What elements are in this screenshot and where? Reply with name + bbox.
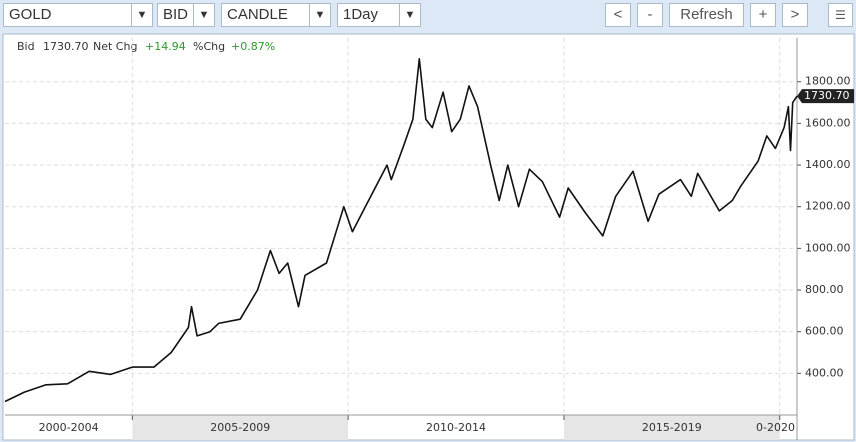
style-select[interactable]: CANDLE ▼ [221,3,331,27]
last-price-label: 1730.70 [804,89,850,102]
y-tick-label: 1600.00 [805,116,851,129]
pct-label: %Chg [193,40,225,53]
y-tick-label: 800.00 [805,283,844,296]
button[interactable]: + [750,3,776,27]
dropdown-arrow: ▼ [309,4,330,26]
y-tick-label: 1400.00 [805,158,851,171]
period-band [563,415,780,440]
price-line [4,58,798,403]
side: BID [163,6,189,23]
period-label: 2005-2009 [210,421,270,434]
y-tick-label: 1800.00 [805,75,851,88]
bid-value: 1730.70 [43,40,89,53]
period-band [132,415,349,440]
period-label: 2015-2019 [642,421,702,434]
button[interactable]: Refresh [669,3,744,27]
dropdown-arrow: ▼ [193,4,214,26]
chart: Bid 1730.70 Net Chg +14.94 %Chg +0.87% 2… [2,33,855,441]
last-price-tag [797,89,854,104]
period-label: 0-2020 [756,421,795,434]
interval-select[interactable]: 1Day ▼ [337,3,421,27]
button[interactable]: < [605,3,631,27]
y-tick-label: 1000.00 [805,241,851,254]
y-tick-label: 1200.00 [805,200,851,213]
chart-panel [2,33,855,441]
symbol-select[interactable]: GOLD ▼ [3,3,153,27]
symbol: GOLD [9,6,52,23]
pct-value: +0.87% [231,40,275,53]
net-label: Net Chg [93,40,137,53]
y-tick-label: 600.00 [805,325,844,338]
style: CANDLE [227,6,288,23]
button[interactable]: > [782,3,808,27]
net-value: +14.94 [145,40,186,53]
period-label: 2010-2014 [426,421,486,434]
interval: 1Day [343,6,379,23]
bid-label: Bid [17,40,35,53]
side-select[interactable]: BID ▼ [157,3,215,27]
dropdown-arrow: ▼ [131,4,152,26]
y-tick-label: 400.00 [805,366,844,379]
menu-icon[interactable]: ☰ [828,3,853,27]
dropdown-arrow: ▼ [399,4,420,26]
button[interactable]: - [637,3,663,27]
period-label: 2000-2004 [39,421,99,434]
